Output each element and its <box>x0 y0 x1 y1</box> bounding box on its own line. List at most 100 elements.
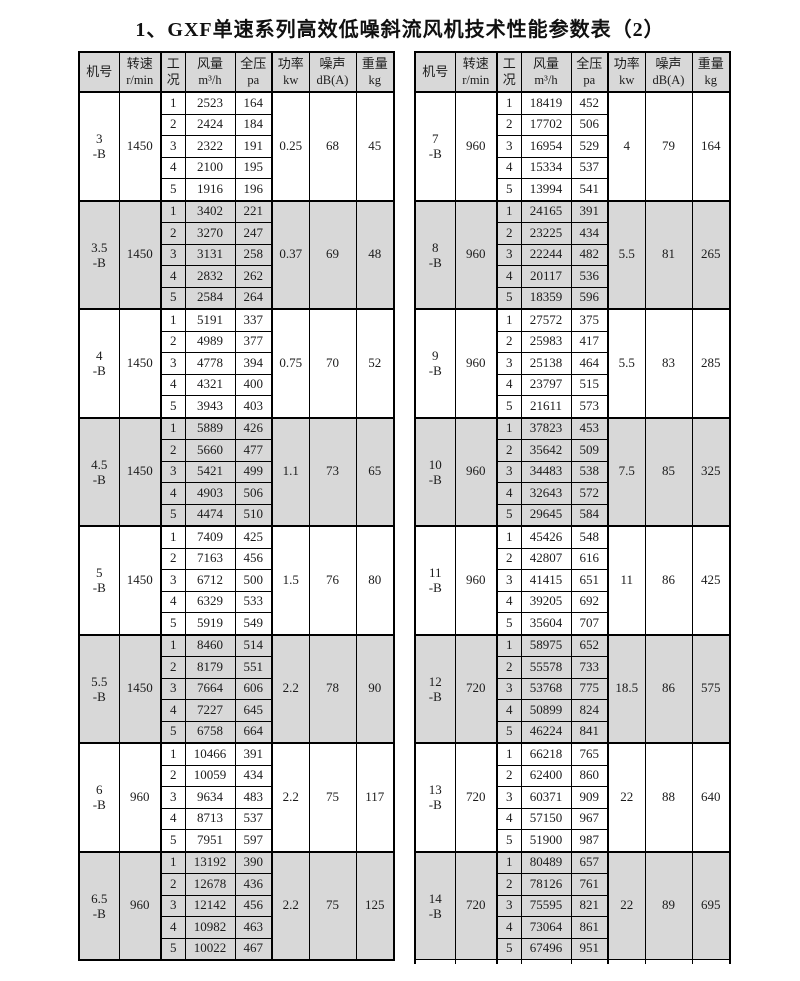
cell-volume: 2322 <box>184 135 236 158</box>
stub-cell <box>644 959 693 964</box>
data-row: 2 8179 551 <box>79 656 394 679</box>
cell-pressure: 390 <box>234 850 273 874</box>
cell-power: 0.25 <box>271 91 310 201</box>
cell-speed: 960 <box>118 850 162 961</box>
col-header-unit: m³/h <box>534 73 558 87</box>
cell-pressure: 860 <box>570 764 609 787</box>
data-row: 3.5 -B 1450 1 3402 221 0.37 69 48 <box>78 199 395 310</box>
cell-noise: 89 <box>644 850 693 960</box>
cell-volume: 25138 <box>520 352 572 375</box>
data-row: 2 23225 434 <box>415 222 730 245</box>
cell-pressure: 221 <box>234 199 273 223</box>
cell-condition: 3 <box>496 894 522 917</box>
cell-volume: 18419 <box>520 91 572 115</box>
col-header-power: 功率 kw <box>607 51 646 93</box>
col-header-label: 机号 <box>422 64 449 79</box>
data-row: 2 12678 436 <box>79 873 394 896</box>
data-row: 2 42807 616 <box>415 547 730 570</box>
cell-volume: 4903 <box>184 482 236 505</box>
cell-pressure: 645 <box>234 699 273 722</box>
cell-condition: 4 <box>496 156 522 179</box>
model-suffix: -B <box>92 797 106 813</box>
col-header-label: 噪声 <box>319 56 346 71</box>
model-size: 8 <box>432 239 439 255</box>
cell-condition: 1 <box>496 525 522 549</box>
cell-pressure: 537 <box>570 156 609 179</box>
cell-condition: 1 <box>160 308 186 332</box>
data-row: 3 6712 500 <box>79 569 394 592</box>
cell-condition: 3 <box>496 352 522 375</box>
data-row: 4 57150 967 <box>415 807 730 830</box>
cell-model: 3.5 -B <box>78 199 120 310</box>
model-size: 5.5 <box>91 673 108 689</box>
cell-pressure: 909 <box>570 786 609 809</box>
cell-volume: 22244 <box>520 243 572 266</box>
cell-weight: 695 <box>691 850 731 960</box>
data-row: 4 4321 400 <box>79 373 394 396</box>
data-row: 2 10059 434 <box>79 764 394 787</box>
cell-condition: 1 <box>496 742 522 766</box>
cell-volume: 53768 <box>520 677 572 700</box>
data-row: 2 7163 456 <box>79 547 394 570</box>
cell-pressure: 247 <box>234 222 273 245</box>
header-row: 机号 转速 r/min 工况 风量 m³/h 全压 pa 功率 kw 噪声 dB(A) 重量 kg <box>78 51 395 93</box>
cell-volume: 8179 <box>184 656 236 679</box>
cell-volume: 5191 <box>184 308 236 332</box>
model-suffix: -B <box>92 146 106 162</box>
col-header-label: 转速 <box>462 56 489 71</box>
cell-volume: 24165 <box>520 199 572 223</box>
cell-condition: 3 <box>160 352 186 375</box>
cell-volume: 9634 <box>184 786 236 809</box>
data-row: 13 -B 720 1 66218 765 22 88 640 <box>414 742 731 852</box>
model-suffix: -B <box>92 580 106 596</box>
cell-volume: 27572 <box>520 308 572 332</box>
cell-pressure: 506 <box>570 113 609 136</box>
cell-speed: 960 <box>454 199 498 310</box>
data-row: 4 15334 537 <box>415 156 730 179</box>
model-suffix: -B <box>428 254 442 270</box>
cell-volume: 32643 <box>520 482 572 505</box>
stub-cell <box>691 959 731 964</box>
data-row: 6 -B 960 1 10466 391 2.2 75 117 <box>78 742 395 852</box>
cell-speed: 1450 <box>118 308 162 418</box>
cell-noise: 78 <box>308 633 357 744</box>
col-header-unit: dB(A) <box>316 73 349 87</box>
cell-noise: 73 <box>308 416 357 527</box>
cell-volume: 7227 <box>184 699 236 722</box>
cell-pressure: 509 <box>570 439 609 462</box>
cell-volume: 50899 <box>520 699 572 722</box>
cell-power: 22 <box>607 850 646 960</box>
cell-pressure: 987 <box>570 829 609 852</box>
cell-noise: 86 <box>644 633 693 744</box>
cell-speed: 1450 <box>118 416 162 527</box>
cell-pressure: 500 <box>234 569 273 592</box>
cell-condition: 1 <box>160 525 186 549</box>
stub-cell <box>496 959 522 964</box>
model-size: 3 <box>96 131 103 147</box>
cell-condition: 2 <box>496 547 522 570</box>
data-row: 5 10022 467 <box>79 937 394 961</box>
tables-container: 机号 转速 r/min 工况 风量 m³/h 全压 pa 功率 kw 噪声 dB(A) 重量 kg 3 -B… <box>78 51 800 964</box>
col-header-speed: 转速 r/min <box>454 51 498 93</box>
cell-power: 1.1 <box>271 416 310 527</box>
cell-pressure: 967 <box>570 807 609 830</box>
cell-pressure: 375 <box>570 308 609 332</box>
cell-pressure: 707 <box>570 612 609 635</box>
cell-condition: 1 <box>160 91 186 115</box>
cell-pressure: 664 <box>234 720 273 744</box>
data-row: 3 -B 1450 1 2523 164 0.25 68 45 <box>78 91 395 201</box>
cell-pressure: 436 <box>234 873 273 896</box>
col-header-unit: kg <box>704 73 718 87</box>
col-header-weight: 重量 kg <box>691 51 731 93</box>
data-row: 8 -B 960 1 24165 391 5.5 81 265 <box>414 199 731 310</box>
model-size: 10 <box>428 456 442 472</box>
cell-pressure: 195 <box>234 156 273 179</box>
cell-volume: 78126 <box>520 873 572 896</box>
cell-condition: 1 <box>496 199 522 223</box>
cell-condition: 1 <box>160 742 186 766</box>
data-row: 4 23797 515 <box>415 373 730 396</box>
col-header-condition: 工况 <box>496 51 522 93</box>
cell-volume: 3402 <box>184 199 236 223</box>
cell-volume: 6712 <box>184 569 236 592</box>
cell-pressure: 510 <box>234 503 273 527</box>
